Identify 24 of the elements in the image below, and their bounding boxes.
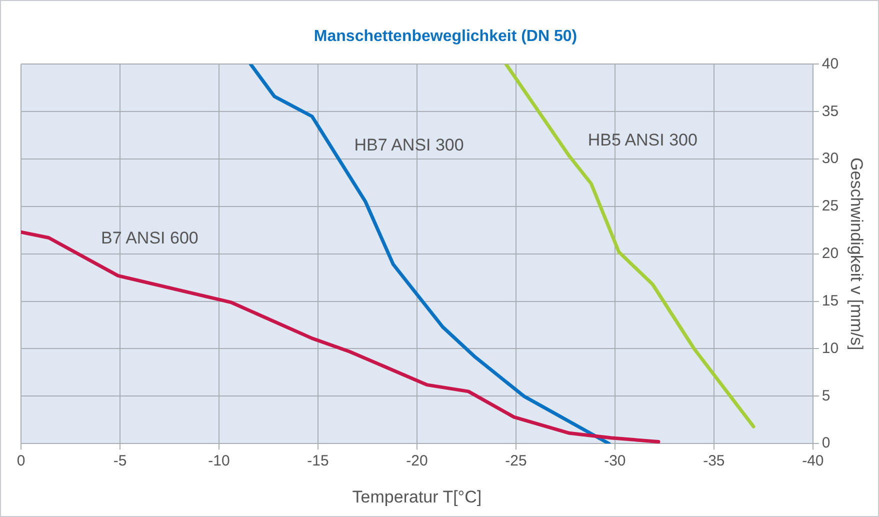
x-tick-label: -20 — [406, 452, 428, 470]
x-tick-label: -5 — [113, 452, 127, 470]
x-tick-label: -10 — [208, 452, 230, 470]
x-tick-label: -25 — [505, 452, 527, 470]
series-label: HB7 ANSI 300 — [354, 135, 464, 154]
x-tick-label: 0 — [16, 452, 26, 470]
y-tick-label: 30 — [822, 150, 839, 168]
x-tick-label: -35 — [703, 452, 725, 470]
x-tick-label: -15 — [307, 452, 329, 470]
x-axis-title: Temperatur T[°C] — [352, 487, 482, 506]
y-tick-label: 0 — [822, 434, 830, 452]
y-tick-label: 20 — [822, 245, 839, 262]
y-axis-title: Geschwindigkeit v [mm/s] — [847, 158, 866, 350]
x-tick-label: -30 — [604, 452, 626, 470]
y-tick-label: 25 — [822, 198, 839, 215]
y-tick-label: 5 — [822, 387, 830, 404]
series-label: HB5 ANSI 300 — [588, 130, 698, 150]
y-tick-label: 15 — [822, 292, 839, 310]
x-tick-label: -40 — [802, 452, 824, 470]
series-label: B7 ANSI 600 — [101, 228, 198, 248]
y-tick-label: 35 — [822, 102, 839, 120]
y-tick-label: 10 — [822, 340, 839, 357]
chart-title: Manschettenbeweglichkeit (DN 50) — [314, 28, 578, 46]
y-tick-label: 40 — [822, 55, 839, 72]
